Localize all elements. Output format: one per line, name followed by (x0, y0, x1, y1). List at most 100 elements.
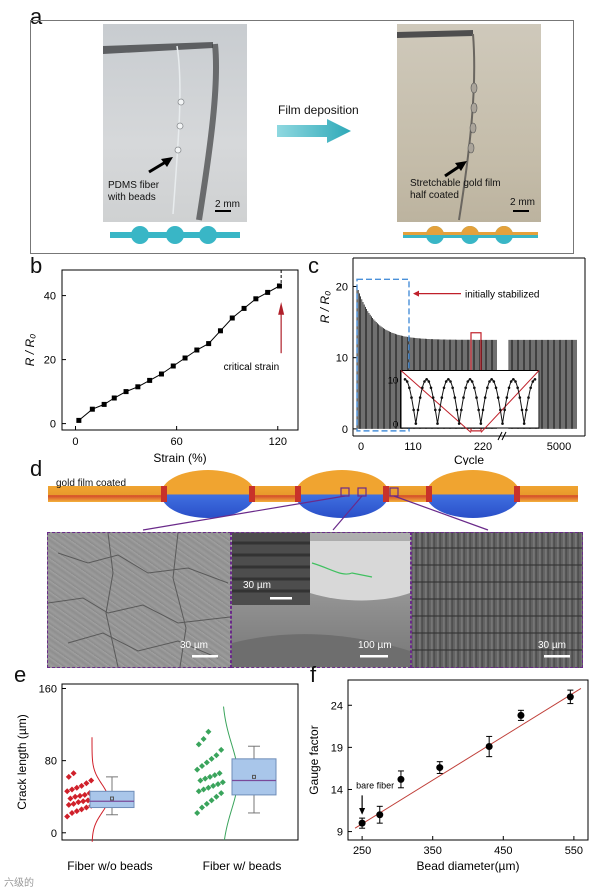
b-data-point (194, 347, 200, 353)
c-inset-point (453, 396, 457, 399)
e-data-point (207, 773, 213, 780)
c-inset-point (522, 422, 526, 425)
c-inset-point (451, 386, 454, 390)
b-ytick-label: 0 (50, 419, 56, 431)
b-data-point (101, 401, 107, 407)
f-annotation-arrowhead (359, 808, 366, 815)
chart-c-cycling: 0 10 20 0 110 220 5000 Cycle R / R₀ initially sta… (318, 257, 586, 465)
c-inset-point (486, 386, 489, 390)
c-inset-point (444, 380, 448, 383)
photo-gold-coated-fiber (397, 24, 541, 222)
e-data-point (195, 741, 202, 748)
bead-junction-drawing (232, 533, 410, 667)
fiber-simulation-schematic (48, 470, 578, 531)
f-xtick-label: 350 (424, 845, 442, 857)
fiber-photo-drawing (103, 42, 231, 221)
c-inset-point (496, 396, 500, 399)
e-data-point (83, 804, 90, 811)
e-data-point (195, 788, 202, 795)
c-annotation-text: initially stabilized (465, 290, 539, 301)
process-arrow (277, 119, 351, 143)
b-plot-frame (61, 269, 299, 431)
c-inset-point (434, 408, 437, 412)
c-inset-point (479, 422, 483, 425)
sem2-inset-scale-label: 30 µm (243, 580, 271, 591)
photo-label-gold-line1: Stretchable gold film (410, 178, 501, 189)
photo-fiber-with-beads (103, 24, 247, 222)
f-data-point (485, 743, 493, 751)
fiber-label-gold-coated: gold film coated (56, 478, 127, 489)
e-ytick-label: 0 (51, 828, 57, 840)
e-data-point (218, 790, 225, 797)
e-data-point (65, 801, 72, 808)
e-data-point (70, 770, 77, 777)
e-data-point (199, 804, 205, 811)
e-box (231, 758, 277, 796)
panel-label-c: c (308, 253, 319, 278)
c-annotation-arrowhead (413, 290, 419, 297)
f-data-point (566, 693, 574, 701)
c-inset-ytick-label: 10 (388, 375, 398, 385)
b-data-point (253, 296, 259, 302)
e-data-point (69, 786, 75, 793)
b-data-point (217, 328, 223, 334)
e-data-point (208, 755, 215, 762)
photo-label-fiber-line2: with beads (108, 192, 156, 203)
e-data-point (213, 793, 220, 800)
c-xlabel: Cycle (454, 453, 484, 465)
bead-fiber-schematic-plain (110, 226, 240, 244)
c-inset-point (516, 386, 519, 390)
c-inset-point (427, 380, 431, 383)
e-data-point (73, 808, 80, 815)
b-xtick-label: 0 (72, 436, 78, 448)
e-data-point (205, 784, 212, 791)
e-data-point (210, 782, 217, 789)
c-xtick-label: 220 (474, 441, 492, 453)
c-inset-point (457, 422, 461, 425)
chart-e-crack-length: 0 80 160 Crack length (µm) Fiber w/o beads Fi… (15, 683, 299, 873)
e-data-point (77, 792, 83, 799)
e-data-point (88, 777, 95, 784)
b-xtick-label: 120 (269, 436, 287, 448)
f-annotation-text: bare fiber (356, 781, 394, 791)
f-ytick-label: 24 (331, 700, 343, 712)
b-xlabel: Strain (%) (153, 451, 206, 465)
b-data-point (265, 289, 271, 295)
c-inset-point (462, 396, 465, 399)
e-data-point (213, 752, 220, 759)
f-data-point (376, 811, 384, 819)
c-inset-point (438, 408, 441, 412)
c-inset-point (494, 386, 498, 390)
e-ytick-label: 80 (45, 756, 57, 768)
c-inset-point (440, 396, 444, 399)
e-data-point (218, 746, 225, 753)
e-data-point (203, 800, 210, 807)
c-inset-point (466, 380, 470, 383)
c-inset-point (414, 422, 418, 425)
e-group-label: Fiber w/ beads (203, 859, 282, 873)
e-data-point (78, 782, 85, 789)
f-xtick-label: 250 (353, 845, 371, 857)
c-inset-point (403, 378, 407, 381)
c-inset-point (507, 386, 511, 390)
photo-label-fiber-line1: PDMS fiber (108, 180, 160, 191)
e-data-point (81, 791, 88, 798)
e-data-point (197, 777, 204, 784)
panel-a-frame (30, 20, 574, 254)
f-ylabel: Gauge factor (307, 725, 321, 794)
scale-bar-label-left: 2 mm (215, 199, 240, 210)
c-ytick-label: 20 (336, 281, 348, 293)
panel-label-e: e (14, 662, 27, 687)
c-inset-point (488, 380, 491, 383)
f-ytick-label: 14 (331, 784, 343, 796)
b-data-point (229, 315, 235, 321)
c-inset-point (460, 408, 463, 412)
c-inset-point (477, 408, 480, 412)
panel-label-d: d (30, 456, 43, 481)
c-inset-point (429, 386, 433, 390)
b-data-point (170, 363, 176, 369)
c-inset-point (518, 396, 522, 399)
sem2-scale-label: 100 µm (358, 640, 392, 651)
c-inset-point (492, 380, 496, 383)
e-data-point (203, 759, 210, 766)
